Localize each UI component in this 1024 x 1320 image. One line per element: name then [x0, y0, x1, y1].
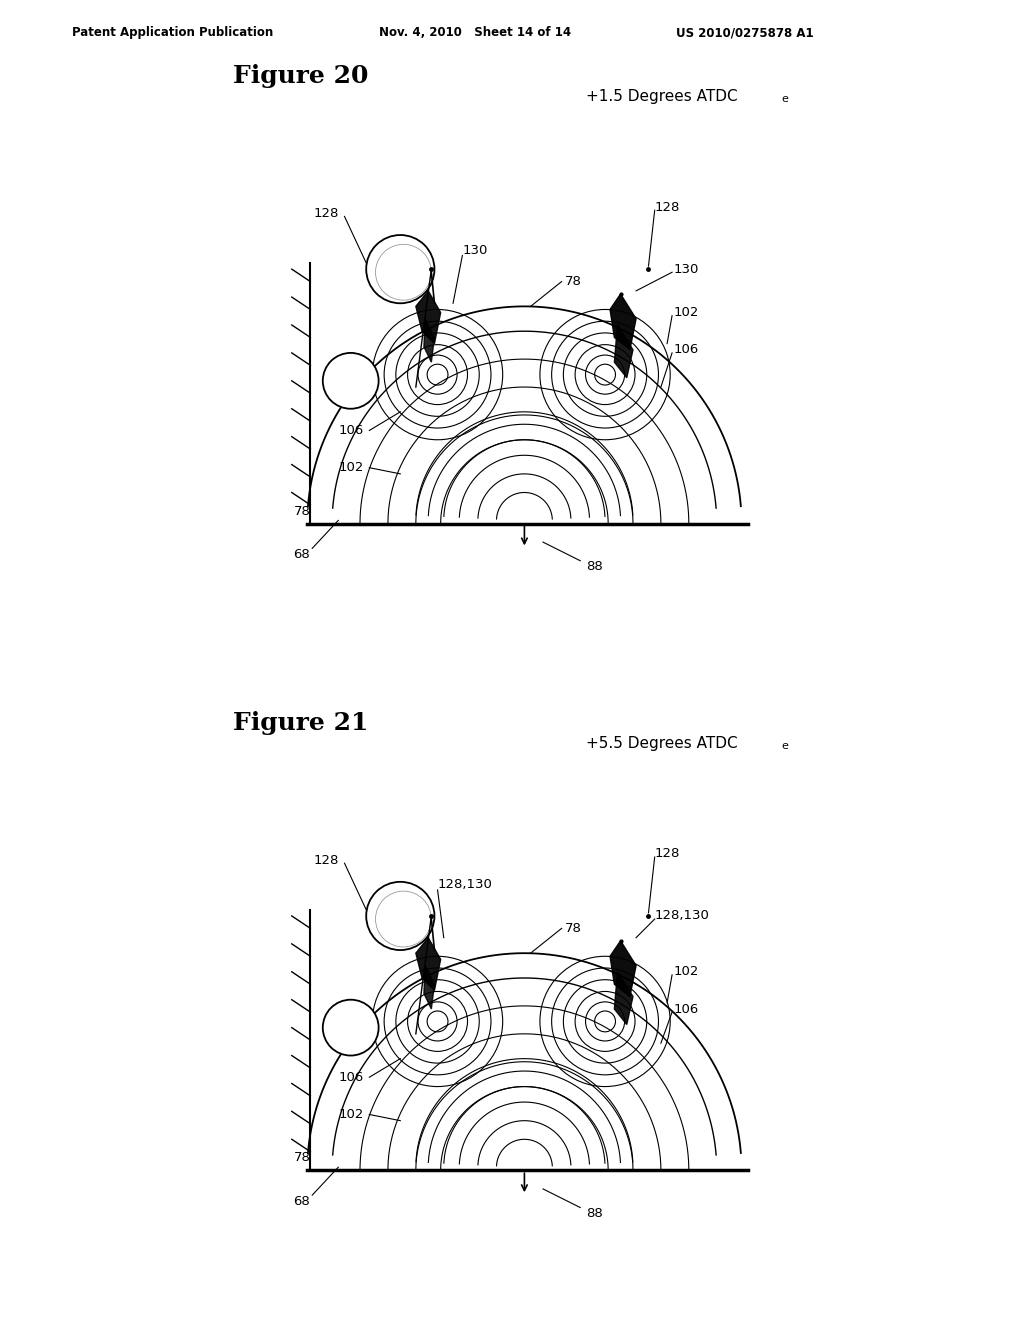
Text: +1.5 Degrees ATDC: +1.5 Degrees ATDC: [587, 90, 738, 104]
Polygon shape: [610, 294, 636, 350]
Text: 106: 106: [338, 1071, 364, 1084]
Text: 68: 68: [294, 548, 310, 561]
Circle shape: [323, 999, 379, 1056]
Text: 102: 102: [674, 306, 698, 319]
Text: 106: 106: [338, 424, 364, 437]
Text: 128,130: 128,130: [654, 909, 710, 923]
Text: US 2010/0275878 A1: US 2010/0275878 A1: [676, 26, 813, 40]
Text: Figure 21: Figure 21: [232, 711, 369, 735]
Text: 130: 130: [463, 244, 487, 257]
Text: e: e: [782, 741, 788, 751]
Text: 128,130: 128,130: [437, 878, 493, 891]
Text: 78: 78: [564, 921, 582, 935]
Circle shape: [323, 352, 379, 409]
Text: 88: 88: [587, 561, 603, 573]
Text: 128: 128: [654, 201, 680, 214]
Text: e: e: [782, 94, 788, 104]
Text: 102: 102: [338, 1107, 364, 1121]
Polygon shape: [416, 937, 440, 990]
Text: 88: 88: [587, 1208, 603, 1220]
Circle shape: [367, 882, 434, 950]
Text: 130: 130: [674, 263, 698, 276]
Polygon shape: [424, 966, 434, 1008]
Text: 78: 78: [564, 275, 582, 288]
Text: 106: 106: [674, 1002, 698, 1015]
Polygon shape: [416, 290, 440, 343]
Text: 78: 78: [294, 504, 310, 517]
Polygon shape: [614, 325, 633, 378]
Polygon shape: [424, 319, 434, 362]
Text: 68: 68: [294, 1195, 310, 1208]
Polygon shape: [614, 972, 633, 1024]
Text: 106: 106: [674, 343, 698, 356]
Text: Nov. 4, 2010   Sheet 14 of 14: Nov. 4, 2010 Sheet 14 of 14: [379, 26, 571, 40]
Text: +5.5 Degrees ATDC: +5.5 Degrees ATDC: [587, 737, 738, 751]
Text: 78: 78: [294, 1151, 310, 1164]
Text: 102: 102: [338, 461, 364, 474]
Text: Patent Application Publication: Patent Application Publication: [72, 26, 273, 40]
Text: 128: 128: [654, 847, 680, 861]
Polygon shape: [610, 941, 636, 997]
Text: 128: 128: [313, 207, 339, 220]
Text: Figure 20: Figure 20: [232, 65, 369, 88]
Text: 128: 128: [313, 854, 339, 867]
Text: 102: 102: [674, 965, 698, 978]
Circle shape: [367, 235, 434, 304]
